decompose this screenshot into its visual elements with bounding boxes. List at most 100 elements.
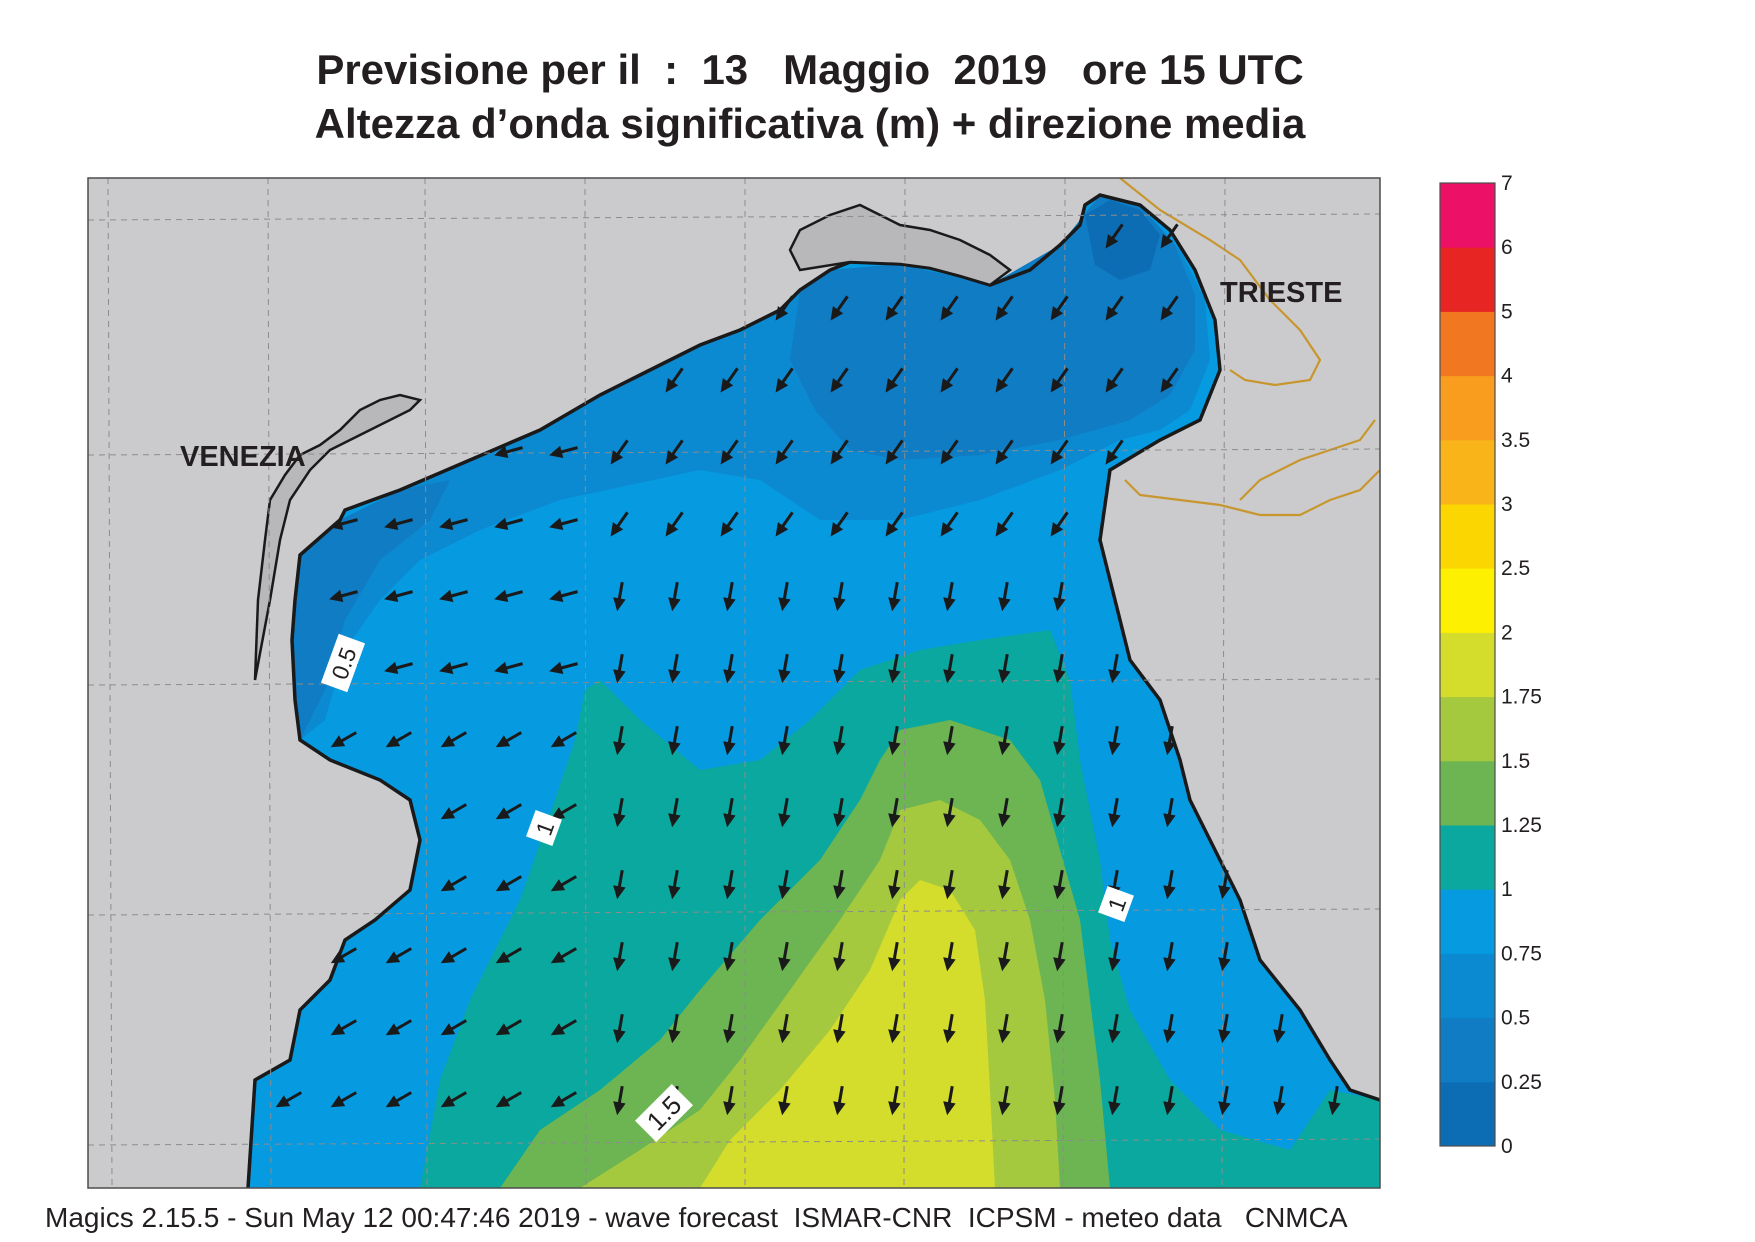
title-line-2: Altezza d’onda significativa (m) + direz… bbox=[314, 100, 1306, 147]
direction-arrow-head bbox=[830, 522, 844, 537]
direction-arrow-head bbox=[385, 735, 401, 748]
direction-arrow-head bbox=[495, 807, 511, 820]
direction-arrow-head bbox=[888, 1101, 901, 1116]
direction-arrow-head bbox=[613, 957, 626, 972]
direction-arrow-head bbox=[940, 378, 954, 393]
legend-swatch bbox=[1440, 504, 1495, 569]
direction-arrow-head bbox=[943, 597, 956, 612]
direction-arrow-head bbox=[943, 957, 956, 972]
direction-arrow-head bbox=[1108, 813, 1121, 828]
direction-arrow-head bbox=[610, 450, 624, 465]
legend-tick-label: 1.5 bbox=[1501, 750, 1530, 773]
direction-arrow-head bbox=[1218, 957, 1231, 972]
direction-arrow-head bbox=[668, 669, 681, 684]
legend-swatch bbox=[1440, 568, 1495, 633]
direction-arrow-head bbox=[995, 522, 1009, 537]
legend-frame bbox=[1439, 182, 1496, 1147]
direction-arrow-head bbox=[668, 597, 681, 612]
direction-arrow-head bbox=[610, 522, 624, 537]
direction-arrow-head bbox=[885, 306, 899, 321]
direction-arrow-head bbox=[888, 669, 901, 684]
city-label-trieste: TRIESTE bbox=[1220, 277, 1342, 309]
direction-arrow-head bbox=[778, 1029, 791, 1044]
direction-arrow-head bbox=[440, 735, 456, 748]
direction-arrow-head bbox=[830, 306, 844, 321]
direction-arrow-head bbox=[495, 735, 511, 748]
direction-arrow-head bbox=[1053, 813, 1066, 828]
direction-arrow-head bbox=[384, 517, 399, 530]
direction-arrow-head bbox=[495, 1095, 511, 1108]
direction-arrow-head bbox=[888, 741, 901, 756]
direction-arrow-head bbox=[550, 1023, 566, 1036]
direction-arrow-head bbox=[1163, 885, 1176, 900]
direction-arrow-head bbox=[778, 957, 791, 972]
direction-arrow-head bbox=[495, 1023, 511, 1036]
legend-tick-label: 1.25 bbox=[1501, 814, 1542, 837]
direction-arrow-head bbox=[833, 957, 846, 972]
direction-arrow-head bbox=[778, 1101, 791, 1116]
direction-arrow-head bbox=[385, 951, 401, 964]
direction-arrow-head bbox=[668, 885, 681, 900]
title-line-1: Previsione per il : 13 Maggio 2019 ore 1… bbox=[316, 46, 1304, 93]
band-0-0.25 bbox=[790, 195, 1195, 460]
legend-tick-label: 4 bbox=[1501, 365, 1513, 388]
direction-arrow-head bbox=[613, 1029, 626, 1044]
legend-tick-label: 3 bbox=[1501, 493, 1513, 516]
direction-arrow-head bbox=[330, 1023, 346, 1036]
direction-arrow-head bbox=[494, 445, 509, 458]
grid-meridian bbox=[903, 178, 906, 1188]
direction-arrow-head bbox=[1050, 522, 1064, 537]
band-1.75-2 bbox=[700, 880, 995, 1188]
direction-arrow-head bbox=[550, 735, 566, 748]
legend-swatch bbox=[1440, 439, 1495, 505]
legend-swatch bbox=[1440, 247, 1495, 312]
border-line bbox=[1119, 178, 1376, 501]
direction-arrow-head bbox=[1053, 741, 1066, 756]
direction-arrow-head bbox=[723, 741, 736, 756]
direction-arrow-head bbox=[888, 957, 901, 972]
direction-arrow-head bbox=[778, 885, 791, 900]
direction-arrow-head bbox=[1105, 306, 1119, 321]
direction-arrow-head bbox=[549, 445, 564, 458]
direction-arrow-head bbox=[943, 669, 956, 684]
direction-arrow-head bbox=[1273, 1029, 1286, 1044]
direction-arrow-head bbox=[665, 378, 679, 393]
legend-tick-label: 0.25 bbox=[1501, 1071, 1542, 1094]
direction-arrow-head bbox=[778, 597, 791, 612]
direction-arrow-head bbox=[1053, 1029, 1066, 1044]
direction-arrow-head bbox=[995, 378, 1009, 393]
direction-arrow-head bbox=[1160, 378, 1174, 393]
direction-arrow-head bbox=[830, 378, 844, 393]
legend-swatch bbox=[1440, 825, 1495, 890]
grid-meridian bbox=[267, 178, 272, 1188]
direction-arrow-head bbox=[613, 1101, 626, 1116]
direction-arrow-head bbox=[998, 885, 1011, 900]
legend-tick-label: 2.5 bbox=[1501, 557, 1530, 580]
direction-arrow-head bbox=[495, 879, 511, 892]
direction-arrow-head bbox=[940, 522, 954, 537]
direction-arrow-head bbox=[720, 522, 734, 537]
legend-tick-label: 0.75 bbox=[1501, 942, 1542, 965]
direction-arrow-head bbox=[495, 951, 511, 964]
direction-arrow-head bbox=[1053, 669, 1066, 684]
legend-swatch bbox=[1440, 1081, 1495, 1147]
direction-arrow-head bbox=[549, 517, 564, 530]
grid-meridian bbox=[1221, 178, 1226, 1188]
direction-arrow-head bbox=[439, 661, 454, 674]
legend-swatch bbox=[1440, 760, 1495, 826]
direction-arrow-head bbox=[1108, 669, 1121, 684]
direction-arrow-head bbox=[995, 306, 1009, 321]
direction-arrow-head bbox=[1163, 741, 1176, 756]
direction-arrow-head bbox=[1160, 234, 1174, 249]
legend-tick-label: 0 bbox=[1501, 1135, 1513, 1158]
direction-arrow-head bbox=[833, 597, 846, 612]
direction-arrow-head bbox=[439, 517, 454, 530]
direction-arrow-head bbox=[1163, 1029, 1176, 1044]
direction-arrow-head bbox=[778, 669, 791, 684]
direction-arrow-head bbox=[384, 661, 399, 674]
direction-arrow-head bbox=[998, 669, 1011, 684]
direction-arrow-head bbox=[1218, 1101, 1231, 1116]
direction-arrow-head bbox=[1273, 1101, 1286, 1116]
direction-arrow-head bbox=[275, 1095, 291, 1108]
